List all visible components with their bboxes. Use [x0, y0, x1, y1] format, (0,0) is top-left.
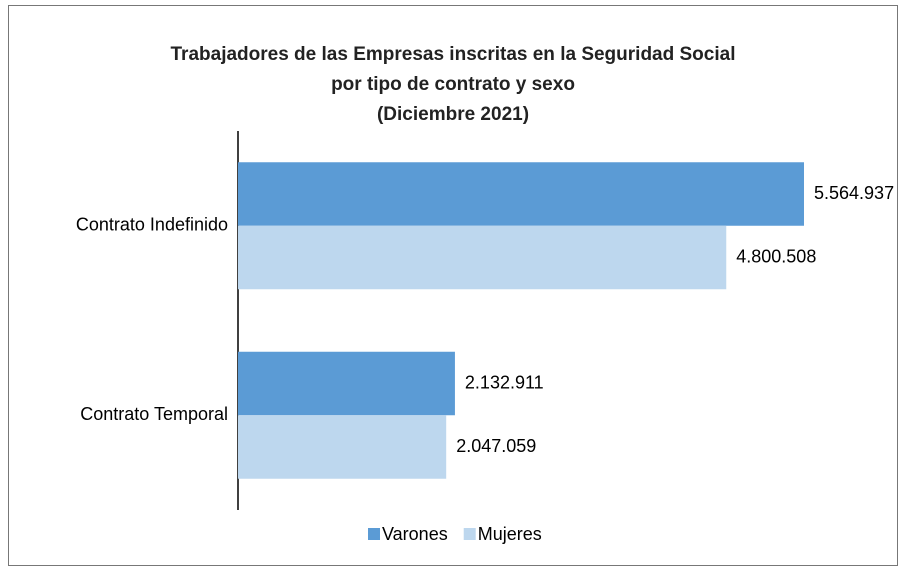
chart-title: (Diciembre 2021): [377, 104, 529, 125]
bar: [238, 351, 455, 416]
chart-title: Trabajadores de las Empresas inscritas e…: [171, 44, 736, 65]
data-label: 2.132.911: [465, 372, 544, 392]
data-label: 5.564.937: [814, 183, 894, 203]
legend-swatch: [368, 528, 380, 540]
data-label: 2.047.059: [456, 436, 536, 456]
bar: [238, 415, 447, 479]
bar: [238, 225, 727, 290]
bar: [238, 162, 804, 226]
y-tick-label: Contrato Indefinido: [76, 215, 228, 235]
legend-swatch: [463, 528, 476, 540]
legend-label: Mujeres: [478, 524, 542, 544]
y-tick-label: Contrato Temporal: [80, 404, 228, 424]
chart-title: por tipo de contrato y sexo: [331, 74, 575, 95]
legend-label: Varones: [382, 524, 448, 544]
data-label: 4.800.508: [736, 246, 816, 266]
